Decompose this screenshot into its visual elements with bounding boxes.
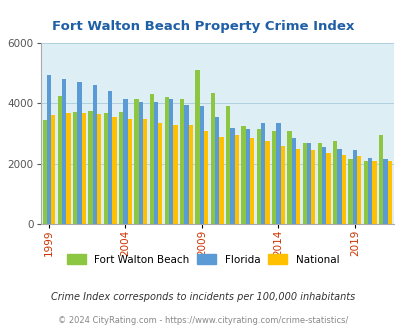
Bar (149, 94, 153, 224)
Bar (153, 102, 158, 224)
Bar (112, 117, 116, 224)
Bar (134, 99, 138, 224)
Bar (173, 124, 177, 224)
Bar (363, 161, 367, 224)
Text: © 2024 CityRating.com - https://www.cityrating.com/crime-statistics/: © 2024 CityRating.com - https://www.city… (58, 316, 347, 325)
Bar (164, 97, 169, 224)
Bar (326, 153, 330, 224)
Bar (387, 161, 391, 224)
Bar (382, 159, 387, 224)
Bar (199, 106, 204, 224)
Bar (108, 91, 112, 224)
Bar (249, 138, 254, 224)
Bar (230, 128, 234, 224)
Bar (302, 143, 306, 224)
Bar (332, 141, 337, 224)
Bar (210, 93, 215, 224)
Bar (62, 79, 66, 224)
Bar (241, 126, 245, 224)
Bar (337, 149, 341, 224)
Bar (356, 156, 360, 224)
Bar (77, 82, 81, 224)
Bar (184, 105, 188, 224)
Bar (347, 159, 352, 224)
Bar (73, 113, 77, 224)
Bar (158, 123, 162, 224)
Bar (234, 135, 238, 224)
Bar (138, 102, 143, 224)
Bar (104, 113, 108, 224)
Bar (47, 75, 51, 224)
Bar (256, 129, 260, 224)
Bar (245, 129, 249, 224)
Bar (226, 106, 230, 224)
Bar (291, 138, 295, 224)
Bar (286, 131, 291, 224)
Bar (260, 123, 264, 224)
Bar (204, 131, 208, 224)
Bar (280, 146, 284, 224)
Text: Fort Walton Beach Property Crime Index: Fort Walton Beach Property Crime Index (52, 20, 353, 33)
Bar (58, 96, 62, 224)
Bar (367, 158, 371, 224)
Bar (306, 143, 310, 224)
Bar (66, 113, 70, 224)
Bar (310, 150, 315, 224)
Bar (264, 141, 269, 224)
Bar (341, 155, 345, 224)
Bar (119, 112, 123, 224)
Bar (188, 124, 192, 224)
Bar (92, 85, 97, 224)
Bar (195, 70, 199, 224)
Bar (88, 111, 92, 224)
Bar (371, 161, 375, 224)
Bar (219, 137, 223, 224)
Bar (180, 99, 184, 224)
Text: Crime Index corresponds to incidents per 100,000 inhabitants: Crime Index corresponds to incidents per… (51, 292, 354, 302)
Bar (127, 118, 132, 224)
Bar (271, 131, 275, 224)
Legend: Fort Walton Beach, Florida, National: Fort Walton Beach, Florida, National (62, 250, 343, 269)
Bar (352, 150, 356, 224)
Bar (317, 143, 321, 224)
Bar (123, 99, 127, 224)
Bar (275, 123, 280, 224)
Bar (378, 135, 382, 224)
Bar (169, 99, 173, 224)
Bar (97, 114, 101, 224)
Bar (215, 117, 219, 224)
Bar (43, 120, 47, 224)
Bar (143, 118, 147, 224)
Bar (81, 113, 86, 224)
Bar (321, 147, 326, 224)
Bar (295, 149, 299, 224)
Bar (51, 115, 55, 224)
